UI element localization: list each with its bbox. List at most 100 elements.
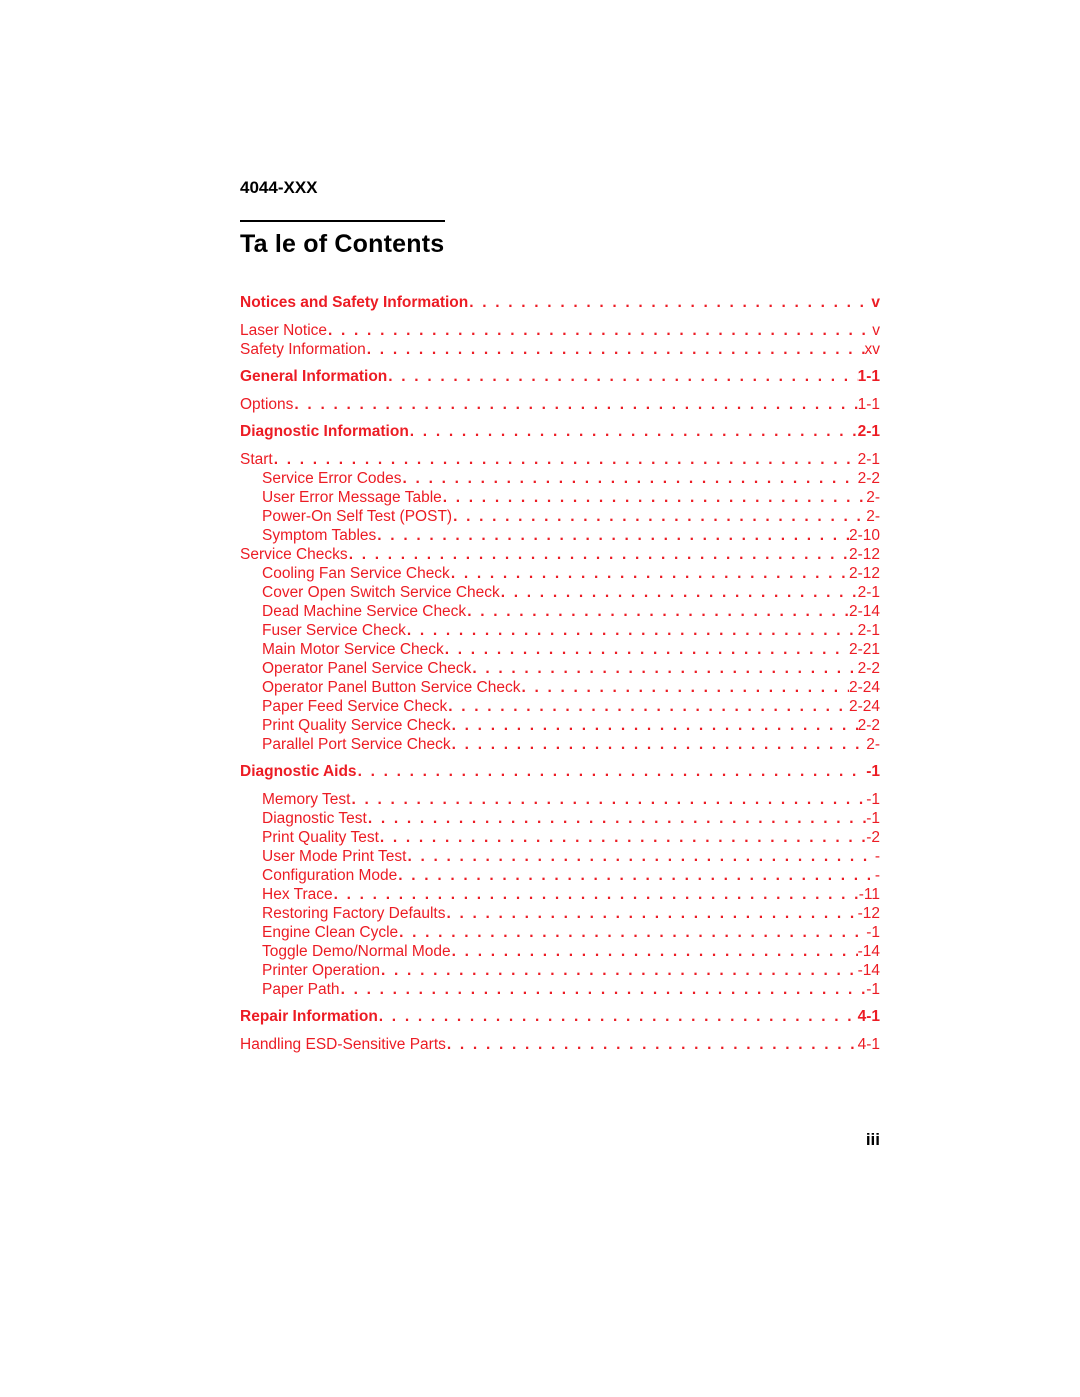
toc-entry[interactable]: Engine Clean Cycle. . . . . . . . . . . … (240, 925, 880, 941)
toc-entry[interactable]: Print Quality Test. . . . . . . . . . . … (240, 830, 880, 846)
toc-entry-label: Hex Trace (262, 887, 333, 903)
toc-dot-leader: . . . . . . . . . . . . . . . . . . . . … (376, 528, 849, 544)
toc-entry-label: Dead Machine Service Check (262, 604, 466, 620)
toc-dot-leader: . . . . . . . . . . . . . . . . . . . . … (340, 982, 867, 998)
toc-entry[interactable]: Power-On Self Test (POST). . . . . . . .… (240, 509, 880, 525)
toc-entry-page: 2-14 (849, 604, 880, 620)
toc-entry[interactable]: Operator Panel Button Service Check. . .… (240, 680, 880, 696)
toc-entry[interactable]: Dead Machine Service Check. . . . . . . … (240, 604, 880, 620)
toc-entry[interactable]: Start. . . . . . . . . . . . . . . . . .… (240, 452, 880, 468)
toc-entry-label: User Error Message Table (262, 490, 442, 506)
toc-entry-page: v (871, 295, 880, 311)
toc-entry-page: 4-1 (858, 1009, 880, 1025)
toc-entry-label: Cooling Fan Service Check (262, 566, 450, 582)
toc-entry-label: Toggle Demo/Normal Mode (262, 944, 451, 960)
toc-entry-label: Parallel Port Service Check (262, 737, 451, 753)
toc-entry[interactable]: Restoring Factory Defaults. . . . . . . … (240, 906, 880, 922)
toc-entry-page: 2- (866, 509, 880, 525)
toc-entry[interactable]: Memory Test. . . . . . . . . . . . . . .… (240, 792, 880, 808)
toc-entry-page: 2-12 (849, 566, 880, 582)
page-number: iii (866, 1130, 880, 1150)
toc-entry[interactable]: User Error Message Table. . . . . . . . … (240, 490, 880, 506)
toc-entry-page: 1-1 (858, 397, 880, 413)
toc-entry-page: -1 (866, 925, 880, 941)
toc-entry-page: 2-1 (858, 424, 880, 440)
toc-dot-leader: . . . . . . . . . . . . . . . . . . . . … (451, 718, 858, 734)
toc-entry[interactable]: Configuration Mode. . . . . . . . . . . … (240, 868, 880, 884)
toc-entry[interactable]: Parallel Port Service Check. . . . . . .… (240, 737, 880, 753)
toc-entry[interactable]: Cooling Fan Service Check. . . . . . . .… (240, 566, 880, 582)
toc-entry-label: Handling ESD-Sensitive Parts (240, 1037, 446, 1053)
toc-dot-leader: . . . . . . . . . . . . . . . . . . . . … (446, 906, 858, 922)
toc-dot-leader: . . . . . . . . . . . . . . . . . . . . … (500, 585, 858, 601)
toc-entry-page: -14 (858, 963, 880, 979)
toc-entry-label: Notices and Safety Information (240, 295, 468, 311)
toc-entry[interactable]: Toggle Demo/Normal Mode. . . . . . . . .… (240, 944, 880, 960)
toc-dot-leader: . . . . . . . . . . . . . . . . . . . . … (406, 623, 858, 639)
toc-entry[interactable]: Laser Notice. . . . . . . . . . . . . . … (240, 323, 880, 339)
toc-entry-label: Restoring Factory Defaults (262, 906, 446, 922)
toc-entry-page: xv (865, 342, 881, 358)
toc-entry[interactable]: Diagnostic Aids. . . . . . . . . . . . .… (240, 764, 880, 780)
toc-entry[interactable]: Symptom Tables. . . . . . . . . . . . . … (240, 528, 880, 544)
toc-entry-page: v (872, 323, 880, 339)
toc-entry[interactable]: Paper Feed Service Check. . . . . . . . … (240, 699, 880, 715)
toc-dot-leader: . . . . . . . . . . . . . . . . . . . . … (367, 811, 866, 827)
toc-entry[interactable]: Safety Information. . . . . . . . . . . … (240, 342, 880, 358)
toc-entry[interactable]: Repair Information. . . . . . . . . . . … (240, 1009, 880, 1025)
toc-entry-label: Paper Path (262, 982, 340, 998)
toc-entry-label: Operator Panel Button Service Check (262, 680, 520, 696)
toc-entry-label: General Information (240, 369, 387, 385)
toc-dot-leader: . . . . . . . . . . . . . . . . . . . . … (406, 849, 874, 865)
toc-entry-label: Memory Test (262, 792, 350, 808)
toc-dot-leader: . . . . . . . . . . . . . . . . . . . . … (366, 342, 865, 358)
toc-entry-label: Repair Information (240, 1009, 378, 1025)
toc-entry-page: 2-1 (858, 452, 880, 468)
toc-entry-label: Configuration Mode (262, 868, 397, 884)
toc-entry-label: Diagnostic Test (262, 811, 367, 827)
toc-entry[interactable]: Notices and Safety Information. . . . . … (240, 295, 880, 311)
toc-dot-leader: . . . . . . . . . . . . . . . . . . . . … (333, 887, 859, 903)
toc-entry[interactable]: Paper Path. . . . . . . . . . . . . . . … (240, 982, 880, 998)
toc-entry-label: Service Error Codes (262, 471, 402, 487)
toc-entry-page: 1-1 (858, 369, 880, 385)
toc-entry[interactable]: Handling ESD-Sensitive Parts. . . . . . … (240, 1037, 880, 1053)
toc-entry-page: 2-2 (858, 471, 880, 487)
toc-entry[interactable]: Hex Trace. . . . . . . . . . . . . . . .… (240, 887, 880, 903)
toc-entry-label: Fuser Service Check (262, 623, 406, 639)
toc-entry[interactable]: Print Quality Service Check. . . . . . .… (240, 718, 880, 734)
toc-dot-leader: . . . . . . . . . . . . . . . . . . . . … (444, 642, 849, 658)
toc-entry[interactable]: Main Motor Service Check. . . . . . . . … (240, 642, 880, 658)
toc-entry-page: 2-1 (858, 585, 880, 601)
toc-dot-leader: . . . . . . . . . . . . . . . . . . . . … (293, 397, 857, 413)
toc-entry[interactable]: Fuser Service Check. . . . . . . . . . .… (240, 623, 880, 639)
toc-dot-leader: . . . . . . . . . . . . . . . . . . . . … (348, 547, 849, 563)
toc-entry-page: -14 (858, 944, 880, 960)
toc-entry-label: Options (240, 397, 293, 413)
toc-entry-page: 2-2 (858, 718, 880, 734)
toc-entry[interactable]: Options. . . . . . . . . . . . . . . . .… (240, 397, 880, 413)
toc-entry-page: 2- (866, 490, 880, 506)
toc-entry[interactable]: Diagnostic Test. . . . . . . . . . . . .… (240, 811, 880, 827)
toc-dot-leader: . . . . . . . . . . . . . . . . . . . . … (397, 868, 875, 884)
toc-entry-page: 2-24 (849, 699, 880, 715)
toc-dot-leader: . . . . . . . . . . . . . . . . . . . . … (471, 661, 857, 677)
toc-entry[interactable]: Cover Open Switch Service Check. . . . .… (240, 585, 880, 601)
toc-entry-label: Safety Information (240, 342, 366, 358)
title-rule (240, 220, 445, 222)
table-of-contents: Notices and Safety Information. . . . . … (240, 295, 880, 1052)
toc-dot-leader: . . . . . . . . . . . . . . . . . . . . … (327, 323, 872, 339)
toc-entry-page: -11 (859, 887, 880, 903)
toc-entry[interactable]: Service Error Codes. . . . . . . . . . .… (240, 471, 880, 487)
toc-dot-leader: . . . . . . . . . . . . . . . . . . . . … (468, 295, 871, 311)
toc-entry-label: Print Quality Test (262, 830, 379, 846)
toc-entry[interactable]: Operator Panel Service Check. . . . . . … (240, 661, 880, 677)
toc-dot-leader: . . . . . . . . . . . . . . . . . . . . … (380, 963, 858, 979)
toc-entry-page: -1 (866, 764, 880, 780)
toc-entry[interactable]: Printer Operation. . . . . . . . . . . .… (240, 963, 880, 979)
toc-entry[interactable]: Service Checks. . . . . . . . . . . . . … (240, 547, 880, 563)
toc-entry[interactable]: General Information. . . . . . . . . . .… (240, 369, 880, 385)
toc-entry[interactable]: User Mode Print Test. . . . . . . . . . … (240, 849, 880, 865)
toc-entry-label: Service Checks (240, 547, 348, 563)
toc-entry[interactable]: Diagnostic Information. . . . . . . . . … (240, 424, 880, 440)
